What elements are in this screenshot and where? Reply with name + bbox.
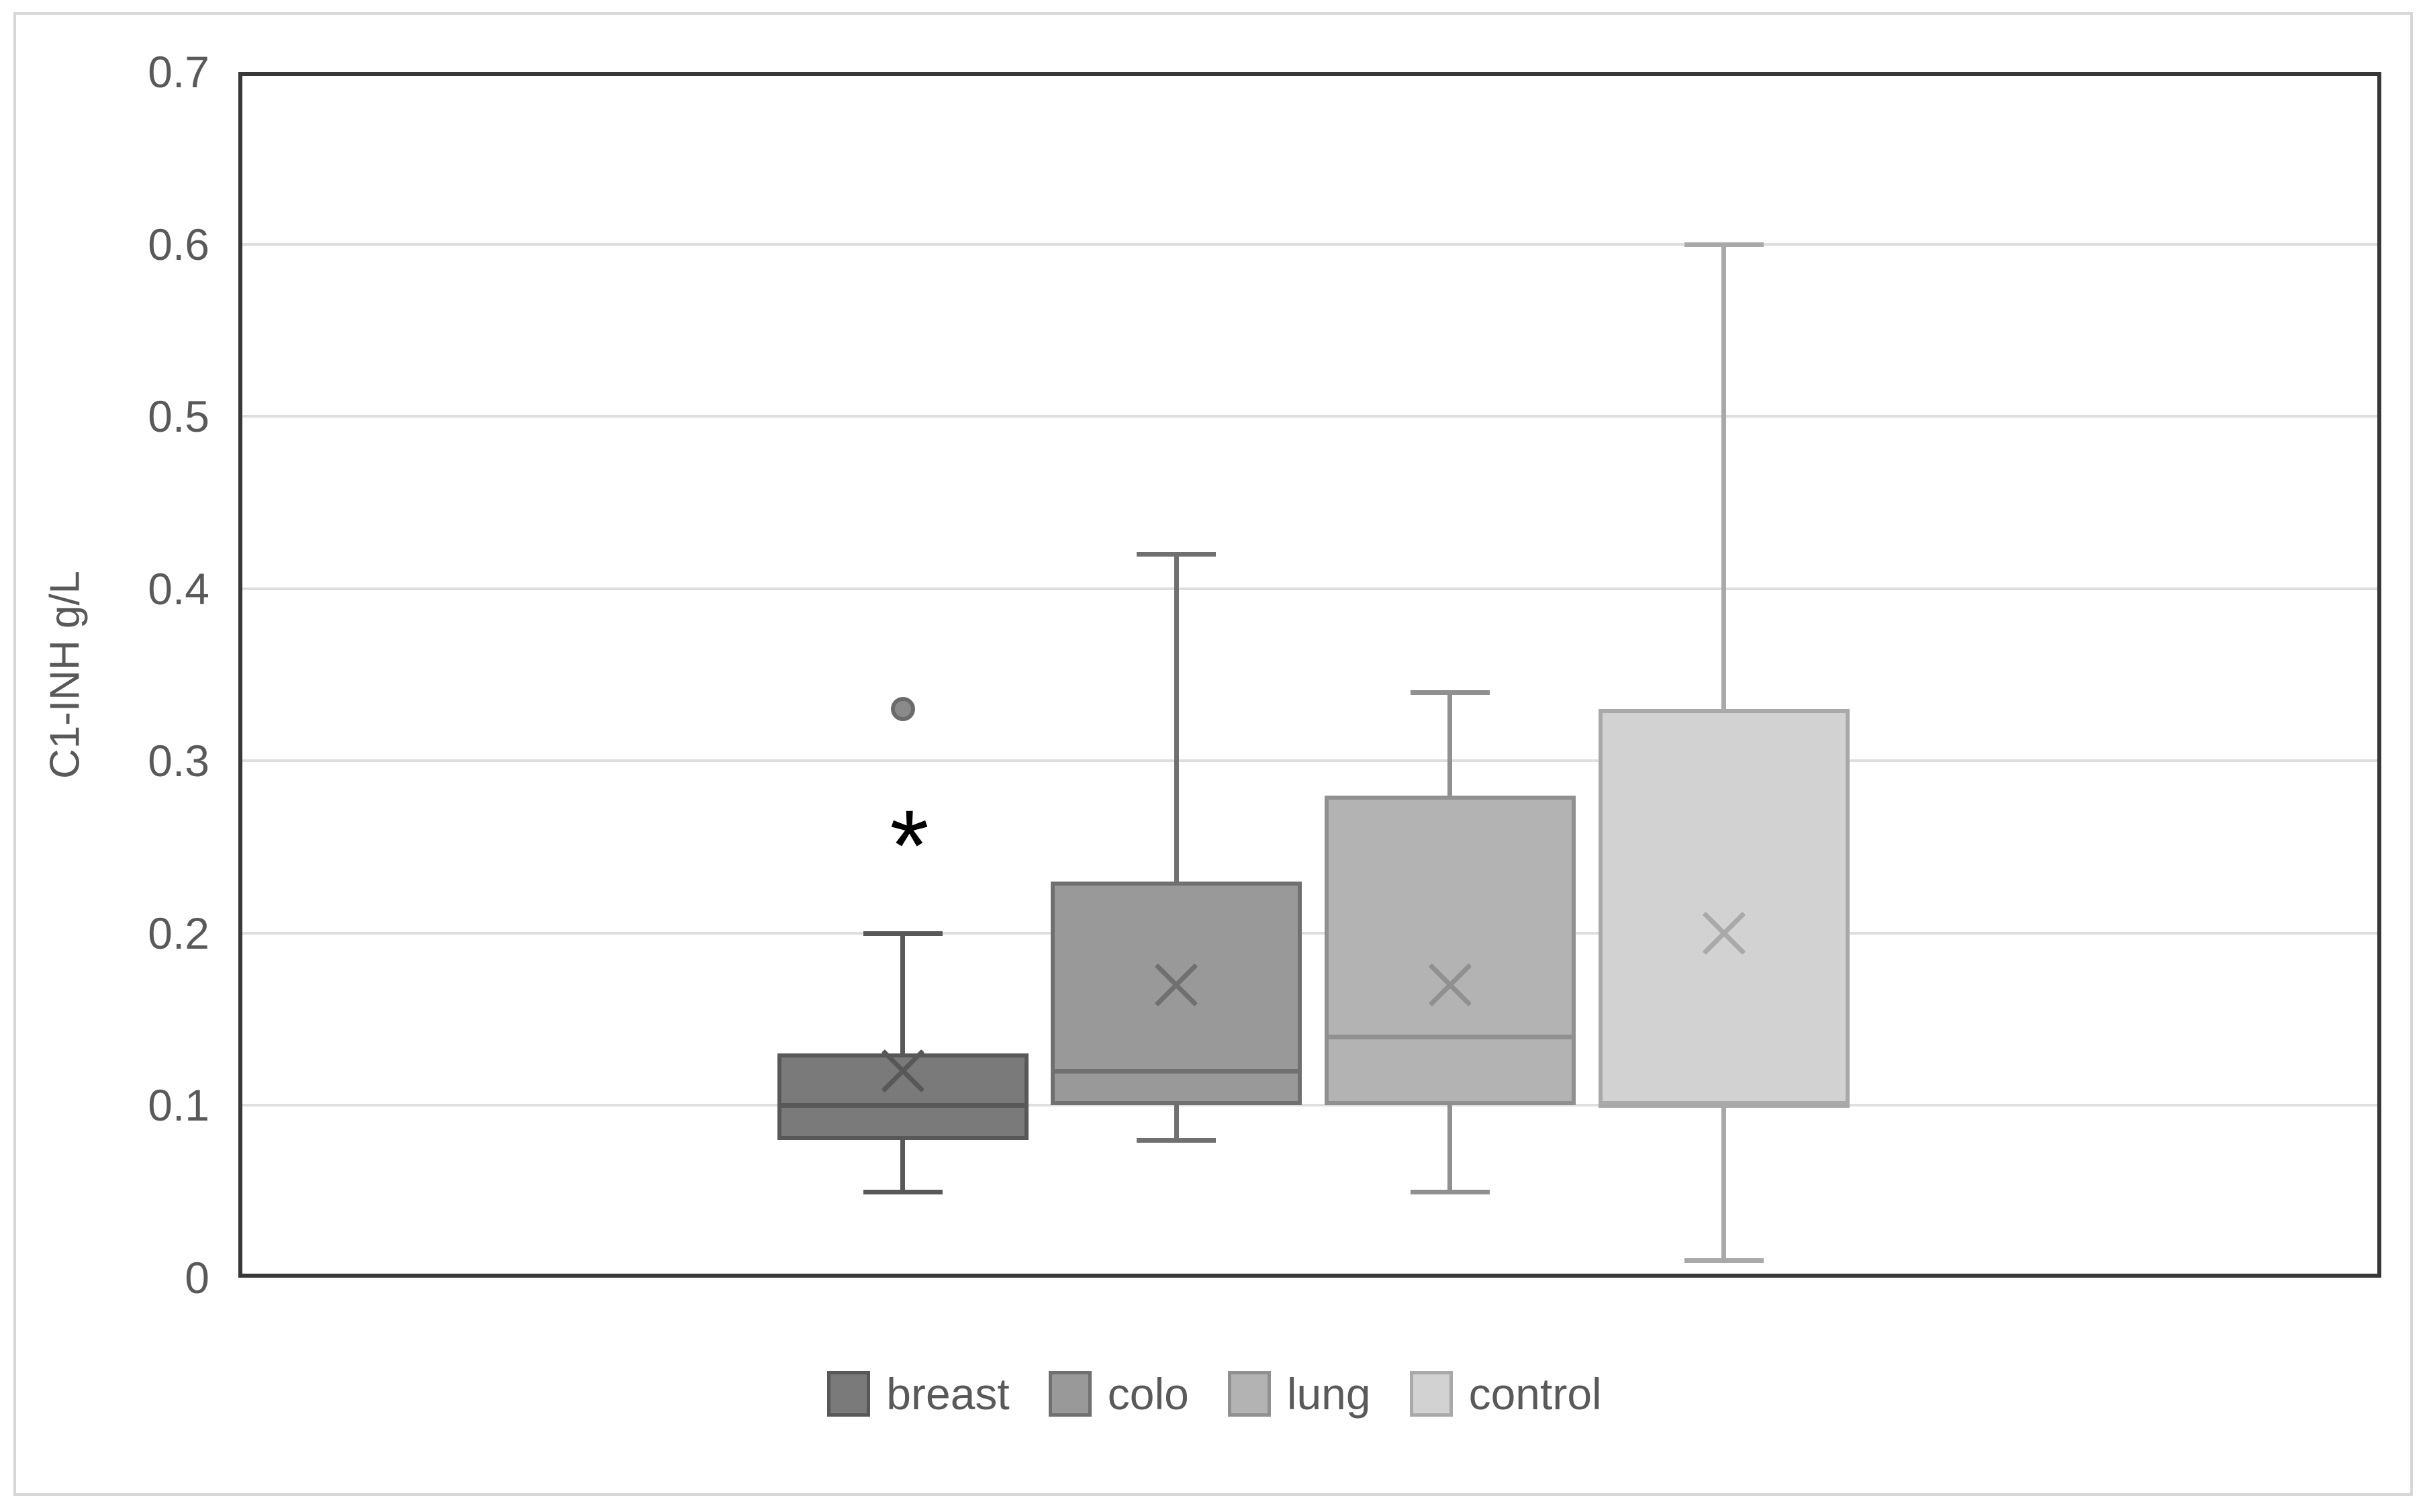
upper-whisker-cap-breast [863, 931, 943, 936]
lower-whisker-cap-lung [1410, 1189, 1490, 1194]
y-tick-label: 0.3 [148, 736, 209, 786]
y-tick-label: 0.7 [148, 47, 209, 97]
upper-whisker-lung [1447, 692, 1453, 796]
legend-item-control: control [1409, 1368, 1602, 1419]
gridline [238, 931, 2381, 935]
y-tick-label: 0.2 [148, 908, 209, 958]
legend-item-breast: breast [827, 1368, 1010, 1419]
annotation-asterisk: * [890, 788, 929, 902]
y-tick-label: 0.5 [148, 391, 209, 442]
y-tick-label: 0.4 [148, 563, 209, 614]
upper-whisker-breast [900, 933, 905, 1054]
gridline [238, 242, 2381, 246]
upper-whisker-cap-control [1684, 242, 1764, 247]
y-tick-label: 0.1 [148, 1080, 209, 1131]
lower-whisker-cap-breast [863, 1189, 943, 1194]
gridline [238, 415, 2381, 418]
plot-gridlines [238, 72, 2381, 1278]
legend-label: control [1468, 1369, 1602, 1419]
lower-whisker-breast [900, 1139, 905, 1192]
gridline [238, 759, 2381, 763]
lower-whisker-lung [1447, 1105, 1453, 1192]
y-tick-label: 0.6 [148, 219, 209, 269]
legend-label: breast [886, 1369, 1010, 1419]
upper-whisker-cap-colo [1137, 552, 1217, 557]
lower-whisker-colo [1174, 1105, 1179, 1140]
lower-whisker-control [1721, 1105, 1726, 1261]
upper-whisker-control [1721, 244, 1726, 710]
gridline [238, 1104, 2381, 1107]
median-line-colo [1051, 1069, 1302, 1074]
median-line-lung [1324, 1034, 1576, 1039]
plot-series: * [238, 72, 2381, 1278]
box-lung [1324, 795, 1576, 1106]
lower-whisker-cap-control [1684, 1258, 1764, 1264]
legend: breast colo lung control [0, 1362, 2429, 1426]
upper-whisker-colo [1174, 554, 1179, 882]
gridline [238, 587, 2381, 590]
legend-label: colo [1107, 1369, 1189, 1419]
legend-swatch-colo [1048, 1371, 1092, 1417]
median-line-breast [777, 1103, 1029, 1108]
legend-item-lung: lung [1227, 1368, 1371, 1419]
lower-whisker-cap-colo [1137, 1137, 1217, 1143]
legend-swatch-lung [1227, 1371, 1271, 1417]
legend-item-colo: colo [1048, 1368, 1189, 1419]
figure-border [13, 12, 2413, 1496]
upper-whisker-cap-lung [1410, 690, 1490, 695]
plot-area-border [238, 72, 2381, 1278]
legend-label: lung [1286, 1369, 1371, 1419]
legend-swatch-control [1409, 1371, 1453, 1417]
legend-swatch-breast [827, 1371, 871, 1417]
outlier-point-breast [890, 697, 915, 722]
y-tick-label: 0 [185, 1253, 209, 1303]
median-line-control [1598, 1103, 1850, 1108]
